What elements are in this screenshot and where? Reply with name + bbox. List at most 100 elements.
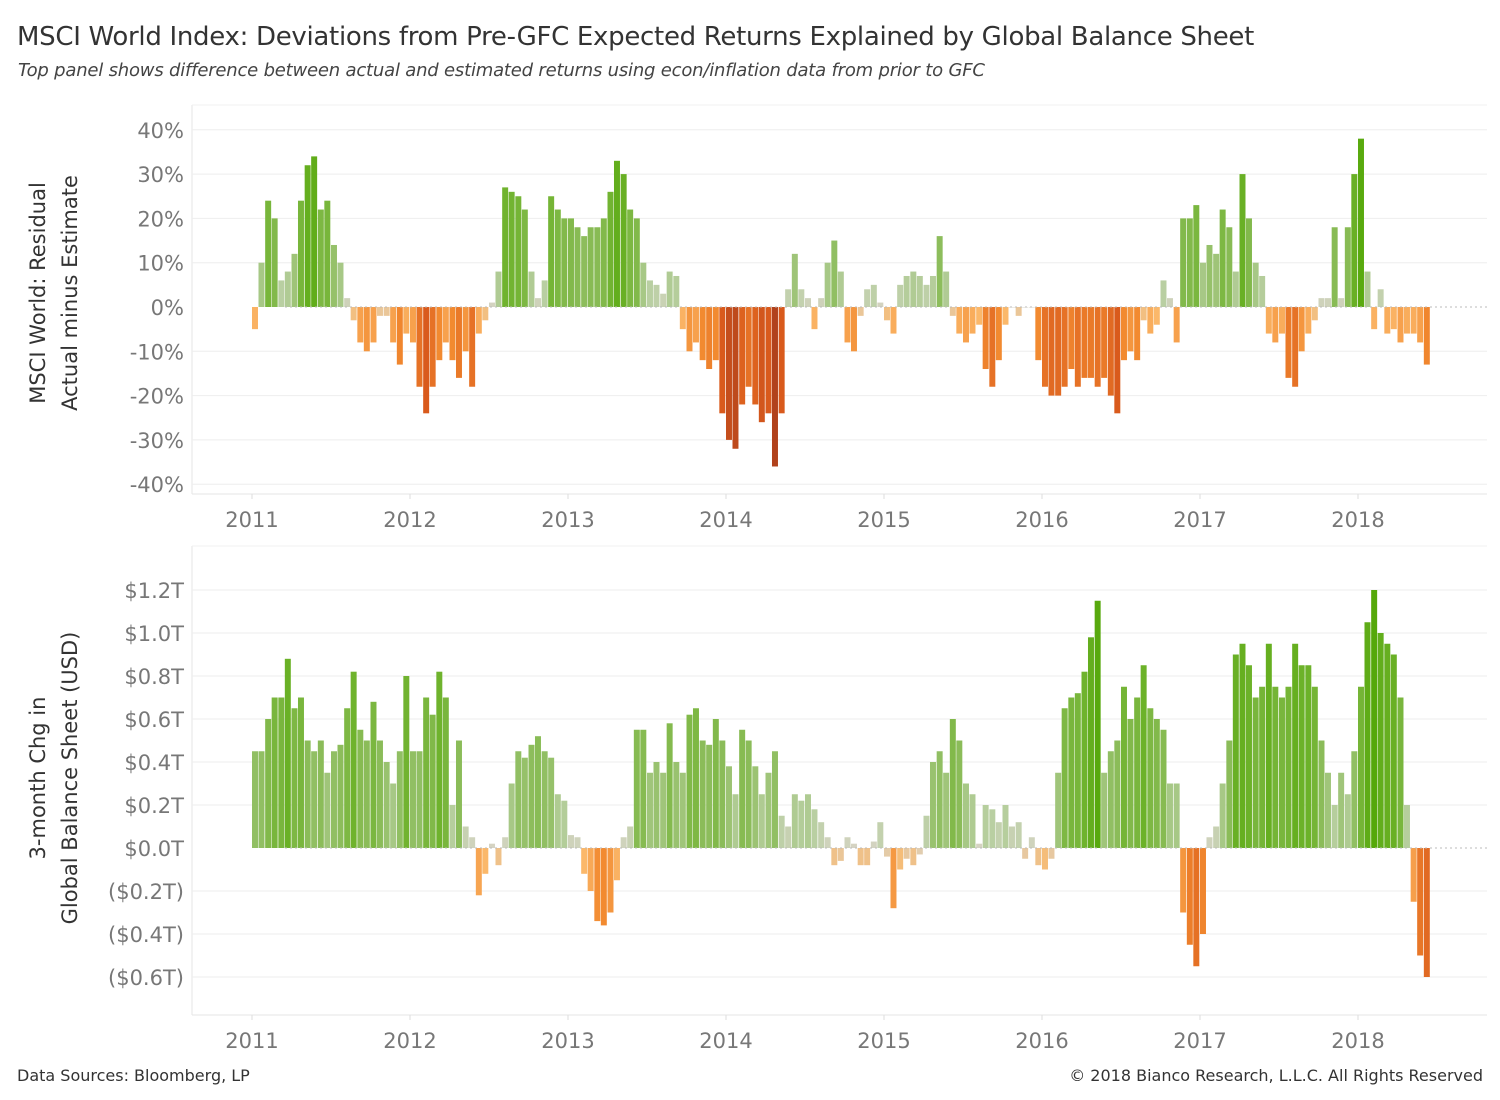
bar [1377,289,1384,307]
bar [758,794,765,848]
bar [515,196,522,307]
bar [1042,848,1048,870]
bar [686,307,693,352]
bar [554,794,561,848]
bar [1153,307,1160,325]
bar [739,729,746,848]
bar [995,307,1002,361]
bar [850,307,857,352]
bar [311,156,318,307]
bar [469,837,476,848]
bar [864,289,871,307]
bar [489,302,495,307]
bar [890,307,897,334]
residual-y-title-line1: MSCI World: Residual [26,182,50,404]
bar [995,822,1002,848]
bar [1338,772,1345,848]
bar [1206,837,1213,848]
bar [469,307,476,387]
bar [870,284,877,307]
bar [1055,772,1062,848]
bar [581,236,588,307]
bar [1318,740,1325,848]
bar [850,843,857,848]
bar [489,843,495,848]
bar [1232,271,1239,307]
bar [1351,174,1358,307]
bar [1364,271,1371,307]
bar [548,757,555,848]
bar [383,307,390,316]
bar [1127,307,1134,352]
bar [692,307,699,343]
bar [436,671,443,848]
y-tick-label: -40% [130,473,184,497]
bar [982,307,989,370]
bar [541,751,548,848]
bar [1305,307,1312,334]
bar [521,209,528,307]
bar [916,848,923,855]
bar [936,236,943,307]
bar [1371,590,1378,848]
y-tick-label: $0.2T [124,794,184,818]
bar [844,307,851,343]
bar [824,262,831,307]
bar [1140,665,1147,848]
bar [1015,822,1022,848]
bar [423,697,430,848]
bar [1147,708,1154,848]
bar [1114,740,1121,848]
bar [324,772,331,848]
bar [475,307,482,334]
bar [864,848,871,866]
bar [265,719,272,848]
bar [482,848,489,874]
bar [1285,307,1292,378]
bar [620,174,627,307]
bar [1344,794,1351,848]
bar [706,307,713,370]
bar [679,307,686,330]
bar [1324,772,1331,848]
bar [1061,708,1068,848]
bar [956,307,963,334]
bar [1252,697,1259,848]
bar [337,262,344,307]
bar [1173,307,1180,343]
bar [647,772,653,848]
bar [1318,298,1325,307]
bar [1008,826,1015,848]
bar [1298,665,1305,848]
bar [976,307,983,325]
bar [653,762,660,848]
bar [884,307,890,321]
y-tick-label: 30% [137,163,184,187]
bar [620,837,627,848]
bar [1390,307,1397,330]
bar [706,744,713,848]
bar [1101,307,1108,378]
data-source-note: Data Sources: Bloomberg, LP [17,1066,250,1085]
bar [752,307,759,405]
bar [712,307,719,361]
bar [818,822,825,848]
y-tick-label: $1.2T [124,579,184,603]
bar [1351,751,1358,848]
bar [666,723,673,848]
bar [916,275,923,307]
bar [1166,783,1173,848]
bar [936,751,943,848]
bar [765,772,772,848]
bar [1331,805,1338,848]
y-tick-label: 0% [151,296,184,320]
bar [363,307,370,352]
bar [1094,307,1101,387]
bar [594,848,601,922]
x-tick-label: 2012 [383,1029,436,1053]
x-tick-label: 2013 [541,1029,594,1053]
bar [1265,307,1272,334]
bar [376,307,383,316]
bar [350,307,357,321]
x-tick-label: 2012 [383,508,436,532]
